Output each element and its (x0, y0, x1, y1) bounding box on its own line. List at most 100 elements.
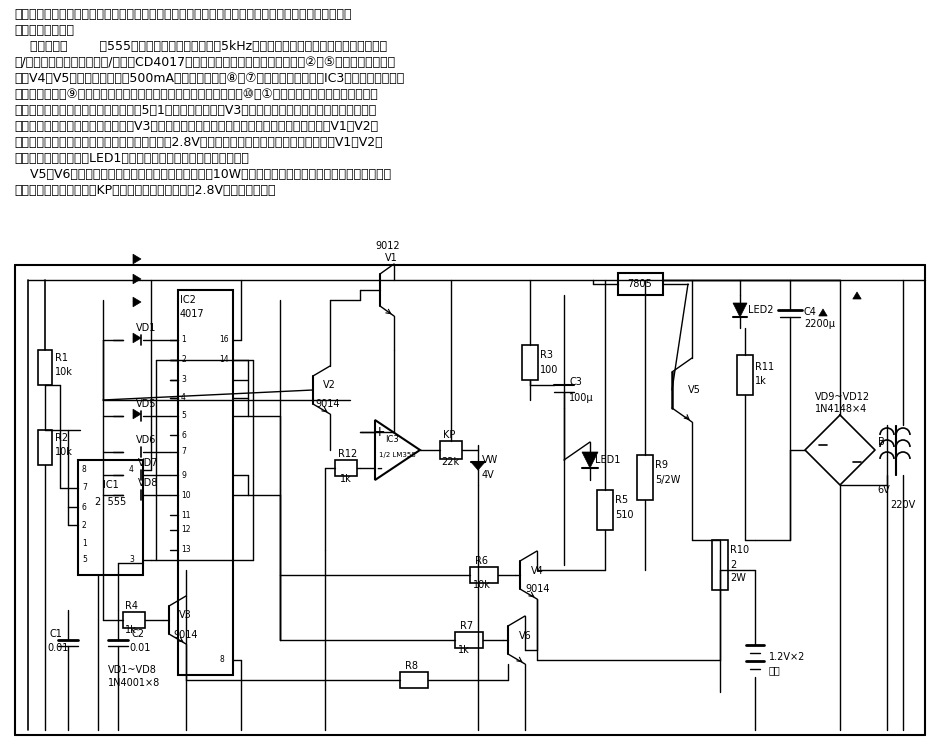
Text: 数/分配器的时钟信号，计数/分配器CD4017的十个输出脚轮流输出高电平，其中②至⑤脚轮流输出高电平: 数/分配器的时钟信号，计数/分配器CD4017的十个输出脚轮流输出高电平，其中②… (14, 56, 395, 69)
Text: 7: 7 (82, 483, 86, 492)
Text: 1/2 LM358: 1/2 LM358 (379, 452, 415, 458)
Polygon shape (133, 254, 141, 264)
Bar (470, 567, 498, 583)
Text: V4: V4 (531, 566, 543, 576)
Text: 1k: 1k (340, 474, 352, 484)
Text: R2: R2 (55, 433, 68, 443)
Text: 截止，此时充电完毕。LED1作为充电指示，充电结束时自动熄灭。: 截止，此时充电完毕。LED1作为充电指示，充电结束时自动熄灭。 (14, 152, 249, 164)
Text: 12: 12 (181, 526, 191, 535)
Bar (123, 612, 145, 628)
Text: R9: R9 (655, 460, 668, 470)
Text: 10k: 10k (55, 367, 73, 377)
Bar (455, 632, 483, 648)
Text: 10k: 10k (473, 580, 491, 590)
Polygon shape (819, 309, 827, 316)
Text: 时，按图装好后只需调节KP使运放同相输入端电压为2.8V即可正常工作。: 时，按图装好后只需调节KP使运放同相输入端电压为2.8V即可正常工作。 (14, 183, 275, 197)
Bar (38, 430, 52, 465)
Text: VD6: VD6 (136, 435, 156, 445)
Text: R6: R6 (475, 556, 488, 566)
Text: 9014: 9014 (173, 630, 197, 640)
Text: VD9~VD12: VD9~VD12 (815, 392, 870, 402)
Text: 16: 16 (219, 336, 228, 345)
Text: 4017: 4017 (180, 309, 205, 319)
Bar (78, 460, 143, 575)
Bar (400, 672, 428, 688)
Text: 9014: 9014 (315, 399, 339, 409)
Text: R3: R3 (540, 350, 553, 360)
Text: 2: 2 (82, 520, 86, 529)
Text: 2: 2 (730, 560, 736, 570)
Text: IC1: IC1 (102, 480, 118, 490)
Text: 1: 1 (181, 336, 186, 345)
Text: 1N4001×8: 1N4001×8 (108, 678, 160, 688)
Text: R11: R11 (755, 362, 775, 372)
Text: LED1: LED1 (595, 455, 620, 465)
Polygon shape (471, 462, 485, 470)
Bar (712, 540, 728, 590)
Text: 100: 100 (540, 365, 558, 375)
Text: 时，V4、V5导通，对电池进行500mA的大电流充电；⑧、⑦脚输出高电平时，由IC3对镍镉电池进行电: 时，V4、V5导通，对电池进行500mA的大电流充电；⑧、⑦脚输出高电平时，由I… (14, 72, 404, 84)
Bar (38, 350, 52, 385)
Text: 2W: 2W (730, 573, 745, 583)
Bar (522, 345, 538, 380)
Polygon shape (582, 452, 598, 468)
Text: VD8: VD8 (138, 478, 158, 488)
Text: 5/2W: 5/2W (655, 475, 681, 485)
Text: 1N4148×4: 1N4148×4 (815, 404, 868, 414)
Text: 3: 3 (129, 556, 133, 565)
Bar (178, 290, 233, 675)
Polygon shape (133, 274, 141, 284)
Text: 1: 1 (82, 538, 86, 547)
Text: 7: 7 (181, 448, 186, 456)
Polygon shape (133, 333, 141, 343)
Text: V3: V3 (179, 610, 192, 620)
Text: LED2: LED2 (748, 305, 774, 315)
Text: VD5: VD5 (136, 399, 156, 409)
Bar (618, 273, 663, 295)
Text: 本镍镉电池充电器采用大电流脉冲放电的形式，以达到快速充电的效果，并能减少不良的极化作用，增: 本镍镉电池充电器采用大电流脉冲放电的形式，以达到快速充电的效果，并能减少不良的极… (14, 8, 352, 20)
Polygon shape (853, 292, 861, 299)
Text: 9012: 9012 (375, 241, 400, 251)
Text: 通，向控制部分供电使之正常工作。当电池充至2.8V（以两节电池计）时，运放输出低电平，V1、V2均: 通，向控制部分供电使之正常工作。当电池充至2.8V（以两节电池计）时，运放输出低… (14, 136, 383, 149)
Text: V5: V5 (688, 385, 701, 395)
Text: 1.2V×2: 1.2V×2 (769, 652, 806, 662)
Text: 14: 14 (219, 355, 228, 364)
Text: C2: C2 (132, 629, 145, 639)
Text: 510: 510 (615, 510, 634, 520)
Text: +: + (373, 425, 384, 439)
Text: 2: 2 (181, 355, 186, 364)
Text: R4: R4 (125, 601, 138, 611)
Text: C1: C1 (50, 629, 63, 639)
Text: 2  555: 2 555 (95, 497, 126, 507)
Text: 5: 5 (82, 556, 86, 565)
Text: 1k: 1k (755, 376, 767, 386)
Text: 8: 8 (82, 465, 86, 474)
Text: V2: V2 (323, 380, 336, 390)
Text: 0.01: 0.01 (129, 643, 150, 653)
Text: 电路示于图        以555电路为核心构成振荡频率为5kHz的方波脉冲发生器，其输出作为十进制计: 电路示于图 以555电路为核心构成振荡频率为5kHz的方波脉冲发生器，其输出作为… (14, 39, 387, 53)
Text: 220V: 220V (890, 500, 916, 510)
Bar (440, 441, 462, 459)
Polygon shape (133, 409, 141, 418)
Text: 3: 3 (181, 375, 186, 385)
Text: VD7: VD7 (138, 458, 159, 468)
Text: 13: 13 (181, 545, 191, 554)
Text: VW: VW (482, 455, 498, 465)
Bar (597, 490, 613, 530)
Bar (637, 455, 653, 500)
Text: 9014: 9014 (525, 584, 550, 594)
Text: 相等进行检测；在充、放电过程中，V3导通，使运放反相输入端电压为零，运放输出高电平，V1、V2导: 相等进行检测；在充、放电过程中，V3导通，使运放反相输入端电压为零，运放输出高电… (14, 119, 378, 133)
Text: 22k: 22k (441, 457, 459, 467)
Bar (335, 460, 357, 476)
Text: KP: KP (443, 430, 455, 440)
Text: IC3: IC3 (385, 436, 399, 445)
Text: VD1: VD1 (136, 323, 156, 333)
Text: 电压检测。所以电池的充放电时间比为5：1。在检测过程中，V3截止，使运放反相输入端电压与电池电压: 电压检测。所以电池的充放电时间比为5：1。在检测过程中，V3截止，使运放反相输入… (14, 103, 376, 117)
Bar (737, 355, 753, 395)
Text: 6: 6 (181, 431, 186, 440)
Text: 4V: 4V (482, 470, 494, 480)
Text: B: B (878, 437, 885, 447)
Text: 4: 4 (181, 394, 186, 403)
Polygon shape (733, 303, 747, 317)
Text: 11: 11 (181, 510, 191, 520)
